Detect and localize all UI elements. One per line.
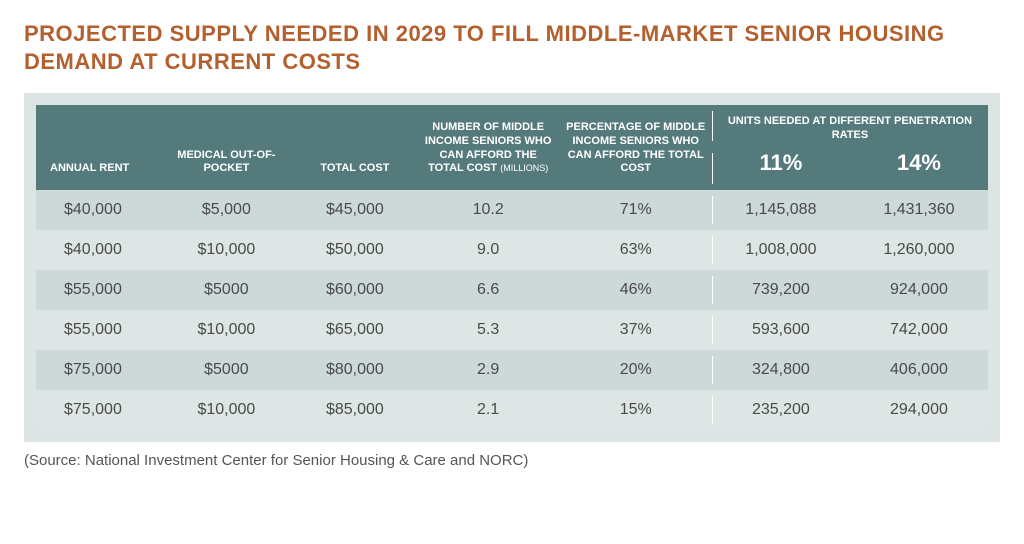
- cell-u14: 742,000: [850, 310, 988, 350]
- cell-total: $60,000: [293, 270, 417, 310]
- col-num-afford: NUMBER OF MIDDLE INCOME SENIORS WHO CAN …: [417, 105, 560, 190]
- col-rate-14: 14%: [850, 147, 988, 191]
- col-medical: MEDICAL OUT-OF-POCKET: [160, 105, 293, 190]
- cell-pct: 71%: [560, 190, 712, 230]
- cell-u11: 235,200: [712, 390, 850, 430]
- cell-num: 9.0: [417, 230, 560, 270]
- table-row: $75,000$10,000$85,0002.115%235,200294,00…: [36, 390, 988, 430]
- cell-u11: 593,600: [712, 310, 850, 350]
- table-container: ANNUAL RENT MEDICAL OUT-OF-POCKET TOTAL …: [24, 93, 1000, 442]
- cell-total: $50,000: [293, 230, 417, 270]
- cell-annual-rent: $75,000: [36, 390, 160, 430]
- cell-num: 5.3: [417, 310, 560, 350]
- cell-num: 2.1: [417, 390, 560, 430]
- cell-u11: 1,145,088: [712, 190, 850, 230]
- cell-annual-rent: $75,000: [36, 350, 160, 390]
- cell-medical: $10,000: [160, 310, 293, 350]
- col-total: TOTAL COST: [293, 105, 417, 190]
- cell-medical: $10,000: [160, 390, 293, 430]
- table-row: $75,000$5000$80,0002.920%324,800406,000: [36, 350, 988, 390]
- cell-pct: 20%: [560, 350, 712, 390]
- source-note: (Source: National Investment Center for …: [24, 452, 1000, 469]
- cell-medical: $5000: [160, 270, 293, 310]
- cell-pct: 15%: [560, 390, 712, 430]
- table-row: $40,000$5,000$45,00010.271%1,145,0881,43…: [36, 190, 988, 230]
- table-row: $55,000$10,000$65,0005.337%593,600742,00…: [36, 310, 988, 350]
- cell-u14: 1,431,360: [850, 190, 988, 230]
- col-pct-afford: PERCENTAGE OF MIDDLE INCOME SENIORS WHO …: [560, 105, 712, 190]
- cell-annual-rent: $40,000: [36, 230, 160, 270]
- cell-total: $65,000: [293, 310, 417, 350]
- cell-pct: 46%: [560, 270, 712, 310]
- table-row: $55,000$5000$60,0006.646%739,200924,000: [36, 270, 988, 310]
- table-body: $40,000$5,000$45,00010.271%1,145,0881,43…: [36, 190, 988, 430]
- cell-pct: 37%: [560, 310, 712, 350]
- col-num-afford-sub: (MILLIONS): [500, 163, 548, 173]
- cell-annual-rent: $40,000: [36, 190, 160, 230]
- cell-pct: 63%: [560, 230, 712, 270]
- cell-u11: 1,008,000: [712, 230, 850, 270]
- cell-u14: 294,000: [850, 390, 988, 430]
- cell-medical: $10,000: [160, 230, 293, 270]
- cell-annual-rent: $55,000: [36, 270, 160, 310]
- col-units-group: UNITS NEEDED AT DIFFERENT PENETRATION RA…: [712, 105, 988, 147]
- page-title: PROJECTED SUPPLY NEEDED IN 2029 TO FILL …: [24, 20, 1000, 75]
- cell-u11: 324,800: [712, 350, 850, 390]
- cell-u14: 406,000: [850, 350, 988, 390]
- cell-num: 2.9: [417, 350, 560, 390]
- col-rate-11: 11%: [712, 147, 850, 191]
- supply-table: ANNUAL RENT MEDICAL OUT-OF-POCKET TOTAL …: [36, 105, 988, 430]
- table-row: $40,000$10,000$50,0009.063%1,008,0001,26…: [36, 230, 988, 270]
- cell-total: $80,000: [293, 350, 417, 390]
- cell-total: $45,000: [293, 190, 417, 230]
- cell-u14: 924,000: [850, 270, 988, 310]
- cell-medical: $5,000: [160, 190, 293, 230]
- cell-num: 10.2: [417, 190, 560, 230]
- cell-annual-rent: $55,000: [36, 310, 160, 350]
- cell-u14: 1,260,000: [850, 230, 988, 270]
- col-annual-rent: ANNUAL RENT: [36, 105, 160, 190]
- cell-medical: $5000: [160, 350, 293, 390]
- cell-u11: 739,200: [712, 270, 850, 310]
- cell-total: $85,000: [293, 390, 417, 430]
- cell-num: 6.6: [417, 270, 560, 310]
